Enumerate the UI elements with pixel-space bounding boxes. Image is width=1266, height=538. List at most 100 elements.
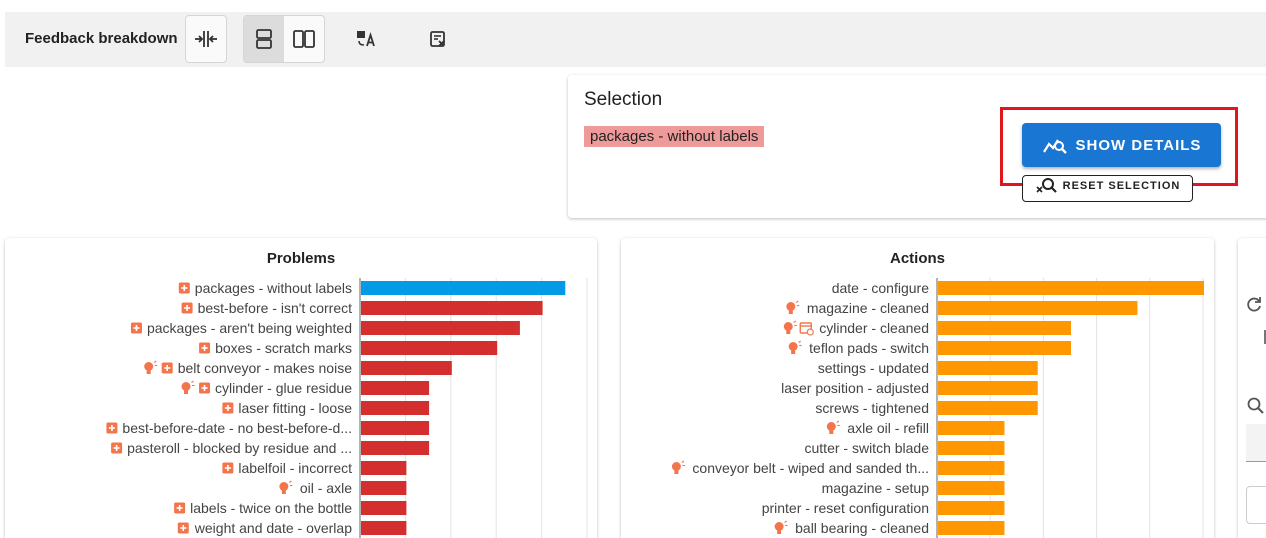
category-label[interactable]: laser fitting - loose [238,400,352,416]
bar[interactable] [938,341,1071,355]
reset-selection-label: RESET SELECTION [1062,179,1181,192]
bar[interactable] [938,521,1005,535]
category-label[interactable]: packages - without labels [195,280,352,296]
problems-chart-title: Problems [266,250,336,267]
expand-plus-icon[interactable] [178,282,190,294]
category-label[interactable]: settings - updated [818,360,929,376]
bar[interactable] [361,521,407,535]
bar[interactable] [361,421,430,435]
reset-selection-button[interactable]: RESET SELECTION [1022,175,1193,202]
bar[interactable] [938,321,1071,335]
bar[interactable] [938,401,1038,415]
bar[interactable] [361,461,407,475]
lightbulb-icon [181,380,195,394]
bar[interactable] [361,321,520,335]
category-label[interactable]: screws - tightened [815,400,929,416]
expand-plus-icon[interactable] [181,302,193,314]
expand-plus-icon[interactable] [161,362,173,374]
bar[interactable] [938,501,1005,515]
category-label[interactable]: cutter - switch blade [805,440,930,456]
category-label[interactable]: labelfoil - incorrect [238,460,352,476]
bar[interactable] [361,381,430,395]
bar[interactable] [938,421,1005,435]
category-label[interactable]: weight and date - overlap [194,520,352,536]
bar[interactable] [938,441,1005,455]
calendar-icon [799,322,814,336]
translate-button[interactable] [345,15,387,63]
lightbulb-icon [671,460,685,474]
expand-plus-icon[interactable] [222,462,234,474]
expand-plus-icon[interactable] [222,402,234,414]
side-field-2[interactable] [1246,486,1266,524]
category-label[interactable]: pasteroll - blocked by residue and ... [127,440,352,456]
clear-list-button[interactable] [417,15,459,63]
bar[interactable] [938,301,1138,315]
rows-layout-icon [256,29,272,49]
expand-plus-icon[interactable] [111,442,123,454]
bar[interactable] [361,441,430,455]
category-label[interactable]: magazine - cleaned [807,300,929,316]
category-label[interactable]: laser position - adjusted [781,380,929,396]
actions-chart-title: Actions [889,250,945,267]
bar[interactable] [361,281,566,295]
columns-layout-icon [293,30,315,48]
side-field-1[interactable] [1246,424,1266,462]
category-label[interactable]: labels - twice on the bottle [190,500,352,516]
expand-plus-icon[interactable] [199,382,211,394]
lightbulb-icon [144,360,158,374]
bar[interactable] [361,301,543,315]
actions-card: Actions date - configure magazine - clean… [621,238,1214,538]
bar[interactable] [361,361,452,375]
lightbulb-icon [783,320,797,334]
list-clear-icon [430,31,445,47]
selection-chip[interactable]: packages - without labels [584,126,765,147]
translate-icon [357,31,375,47]
bar[interactable] [361,501,407,515]
category-label[interactable]: cylinder - cleaned [819,320,929,336]
category-label[interactable]: printer - reset configuration [762,500,929,516]
expand-plus-icon[interactable] [174,502,186,514]
layout-toggle-group [243,15,325,63]
layout-vertical-button[interactable] [244,16,284,62]
lightbulb-icon [786,300,800,314]
category-label[interactable]: conveyor belt - wiped and sanded th... [692,460,929,476]
toolbar: Feedback breakdown [5,12,1266,67]
category-label[interactable]: best-before-date - no best-before-d... [122,420,352,436]
bar[interactable] [361,341,498,355]
refresh-icon[interactable] [1244,294,1264,314]
category-label[interactable]: best-before - isn't correct [198,300,353,316]
lightbulb-icon [788,340,802,354]
expand-plus-icon[interactable] [177,522,189,534]
actions-chart: date - configure magazine - cleaned cylind… [671,278,1204,538]
lightbulb-icon [774,520,788,534]
collapse-button[interactable] [185,15,227,63]
zoom-icon[interactable] [1246,396,1266,416]
category-label[interactable]: ball bearing - cleaned [795,520,929,536]
category-label[interactable]: date - configure [832,280,929,296]
category-label[interactable]: cylinder - glue residue [215,380,352,396]
bar[interactable] [361,481,407,495]
collapse-horizontal-icon [195,31,217,47]
bar[interactable] [938,281,1204,295]
expand-plus-icon[interactable] [106,422,118,434]
bar[interactable] [938,361,1038,375]
expand-plus-icon[interactable] [130,322,142,334]
expand-plus-icon[interactable] [199,342,211,354]
category-label[interactable]: axle oil - refill [847,420,929,436]
category-label[interactable]: magazine - setup [822,480,930,496]
bar[interactable] [938,481,1005,495]
category-label[interactable]: teflon pads - switch [809,340,929,356]
bar[interactable] [938,461,1005,475]
selection-title: Selection [584,89,663,110]
show-details-label: SHOW DETAILS [1075,136,1202,154]
category-label[interactable]: belt conveyor - makes noise [178,360,353,376]
layout-horizontal-button[interactable] [284,16,324,62]
problems-chart: packages - without labels best-before - i… [106,278,588,538]
category-label[interactable]: oil - axle [300,480,352,496]
bar[interactable] [361,401,430,415]
side-panel-card [1238,238,1266,538]
category-label[interactable]: boxes - scratch marks [215,340,352,356]
bar[interactable] [938,381,1038,395]
category-label[interactable]: packages - aren't being weighted [147,320,352,336]
show-details-button[interactable]: SHOW DETAILS [1022,123,1221,167]
